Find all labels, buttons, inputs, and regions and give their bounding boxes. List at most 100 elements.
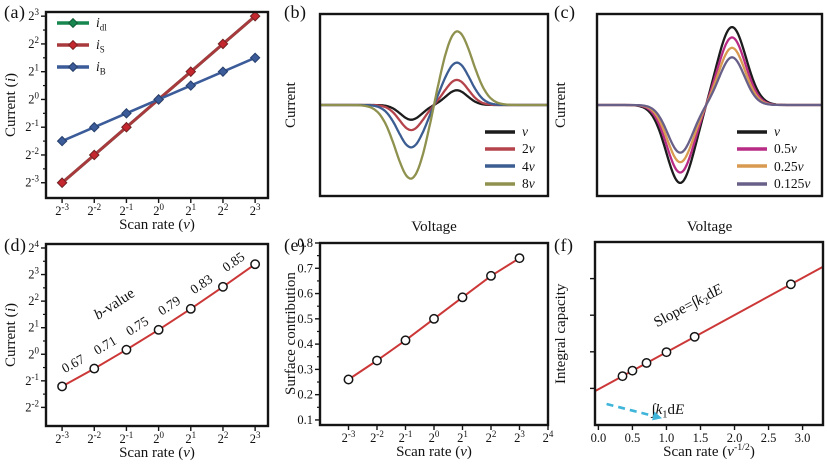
- svg-text:21: 21: [185, 430, 196, 446]
- legend-swatch-icon: [57, 39, 89, 51]
- svg-text:0.8: 0.8: [297, 236, 313, 250]
- svg-text:0.5: 0.5: [297, 312, 313, 326]
- panel-c: (c) Current Voltage ν 0.5ν 0.25ν 0.125ν: [550, 0, 827, 235]
- legend-swatch-icon: [737, 182, 767, 186]
- svg-text:23: 23: [514, 429, 525, 445]
- svg-text:20: 20: [429, 429, 440, 445]
- svg-text:0.4: 0.4: [297, 337, 313, 351]
- legend-swatch-icon: [57, 61, 89, 73]
- svg-text:2.0: 2.0: [727, 431, 743, 445]
- svg-text:0.1: 0.1: [297, 413, 313, 427]
- legend-swatch-icon: [737, 164, 767, 169]
- legend-item: 0.5ν: [736, 140, 810, 157]
- panel-b-x-axis-label: Voltage: [411, 219, 457, 235]
- panel-d-letter: (d): [4, 235, 27, 255]
- legend-item: ν: [484, 123, 535, 140]
- svg-text:0.67: 0.67: [59, 351, 87, 376]
- legend-label: iB: [96, 59, 106, 77]
- svg-text:1.5: 1.5: [693, 431, 709, 445]
- legend-label: 0.125ν: [774, 176, 811, 192]
- panel-c-letter: (c): [554, 2, 576, 22]
- legend-item: ν: [736, 123, 810, 140]
- svg-text:∫k1dE: ∫k1dE: [650, 402, 684, 420]
- svg-text:2-1: 2-1: [120, 430, 134, 446]
- legend-item: 0.125ν: [736, 175, 810, 192]
- panel-a: (a) Current (i) 2-3 2-2 2-1 20 21 22 23 2-3 2-2 2…: [0, 0, 280, 233]
- svg-text:21: 21: [185, 202, 196, 218]
- svg-text:0.0: 0.0: [591, 431, 607, 445]
- svg-text:b-value: b-value: [91, 285, 138, 323]
- svg-text:20: 20: [28, 345, 39, 361]
- svg-text:20: 20: [28, 90, 39, 106]
- svg-text:22: 22: [486, 429, 497, 445]
- panel-e-x-axis-label: Scan rate (ν): [396, 444, 472, 460]
- svg-text:23: 23: [28, 266, 39, 282]
- panel-e: (e) Surface contribution 2-3 2-2 2-1 20 21 22…: [280, 233, 554, 467]
- panel-f: (f) Integral capacity 0.0 0.5 1.0 1.5 2.0 2.5…: [550, 233, 827, 467]
- panel-f-letter: (f): [554, 235, 574, 255]
- svg-text:0.6: 0.6: [297, 287, 313, 301]
- svg-text:2-1: 2-1: [25, 118, 39, 134]
- svg-text:23: 23: [28, 7, 39, 23]
- legend-item: 2ν: [484, 140, 535, 157]
- svg-text:22: 22: [28, 292, 39, 308]
- panel-a-letter: (a): [4, 2, 26, 22]
- svg-text:23: 23: [250, 430, 261, 446]
- svg-text:3.0: 3.0: [795, 431, 811, 445]
- legend-label: 0.25ν: [774, 158, 804, 174]
- panel-d-x-axis-label: Scan rate (ν): [119, 445, 195, 461]
- legend-label: 2ν: [522, 141, 535, 157]
- panel-a-x-axis-label: Scan rate (ν): [119, 217, 195, 233]
- legend-item: 8ν: [484, 175, 535, 192]
- legend-item: iS: [56, 34, 107, 56]
- svg-text:2-1: 2-1: [25, 372, 39, 388]
- legend-label: idl: [96, 15, 107, 33]
- legend-label: ν: [774, 123, 780, 139]
- panel-c-plot: [595, 12, 824, 198]
- svg-text:2-2: 2-2: [87, 430, 101, 446]
- svg-text:1.0: 1.0: [659, 431, 675, 445]
- svg-text:2-1: 2-1: [399, 429, 413, 445]
- svg-text:2-3: 2-3: [342, 429, 356, 445]
- legend-swatch-icon: [485, 147, 515, 151]
- legend-label: 8ν: [522, 176, 535, 192]
- legend-swatch-icon: [485, 164, 515, 169]
- legend-swatch-icon: [485, 182, 515, 186]
- legend-swatch-icon: [737, 147, 767, 151]
- panel-e-plot: 2-3 2-2 2-1 20 21 22 23 24 0.1 0.2 0.3 0.4 0.5 0.6 0.7…: [297, 236, 554, 445]
- svg-text:0.5: 0.5: [625, 431, 641, 445]
- svg-text:21: 21: [457, 429, 468, 445]
- panel-d: (d) Current (i) 2-3 2-2 2-1 20 21 22 23 2-2 2-1 2…: [0, 233, 280, 467]
- panel-c-legend: ν 0.5ν 0.25ν 0.125ν: [736, 123, 810, 193]
- svg-text:24: 24: [28, 239, 39, 255]
- legend-item: 0.25ν: [736, 158, 810, 175]
- panel-c-x-axis-label: Voltage: [686, 219, 733, 235]
- svg-text:0.7: 0.7: [297, 261, 313, 275]
- svg-text:22: 22: [28, 35, 39, 51]
- svg-text:0.79: 0.79: [155, 293, 183, 319]
- panel-e-letter: (e): [284, 235, 306, 255]
- panel-a-plot: 2-3 2-2 2-1 20 21 22 23 2-3 2-2 2-1 20 21 22 23: [25, 7, 270, 218]
- svg-text:0.75: 0.75: [123, 313, 151, 338]
- panel-a-legend: idl iS iB: [56, 12, 107, 78]
- svg-text:22: 22: [218, 430, 229, 446]
- svg-text:0.83: 0.83: [187, 271, 215, 297]
- panel-f-x-axis-label: Scan rate (ν-1/2): [663, 442, 755, 460]
- legend-item: 4ν: [484, 158, 535, 175]
- svg-text:2-2: 2-2: [370, 429, 384, 445]
- svg-text:2-3: 2-3: [55, 430, 69, 446]
- svg-text:20: 20: [153, 430, 164, 446]
- svg-text:0.3: 0.3: [297, 362, 313, 376]
- legend-swatch-icon: [737, 129, 767, 134]
- svg-text:24: 24: [543, 429, 554, 445]
- legend-swatch-icon: [57, 17, 89, 29]
- panel-b: (b) Current Voltage ν 2ν 4ν 8ν: [280, 0, 550, 235]
- legend-item: idl: [56, 12, 107, 34]
- panel-b-letter: (b): [284, 2, 307, 22]
- svg-text:2-3: 2-3: [25, 174, 39, 190]
- svg-text:22: 22: [218, 202, 229, 218]
- legend-label: 4ν: [522, 158, 535, 174]
- svg-text:21: 21: [28, 319, 39, 335]
- svg-text:0.2: 0.2: [297, 388, 313, 402]
